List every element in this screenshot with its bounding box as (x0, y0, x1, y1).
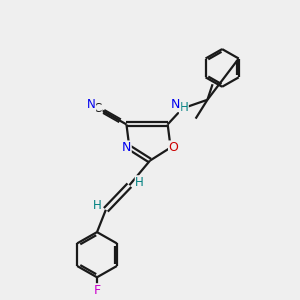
Text: H: H (135, 176, 144, 189)
Text: F: F (93, 284, 100, 297)
Text: O: O (169, 141, 178, 154)
Text: C: C (94, 102, 102, 115)
Text: N: N (87, 98, 96, 111)
Text: H: H (179, 100, 188, 113)
Text: N: N (122, 141, 131, 154)
Text: N: N (171, 98, 181, 112)
Text: H: H (93, 199, 101, 212)
